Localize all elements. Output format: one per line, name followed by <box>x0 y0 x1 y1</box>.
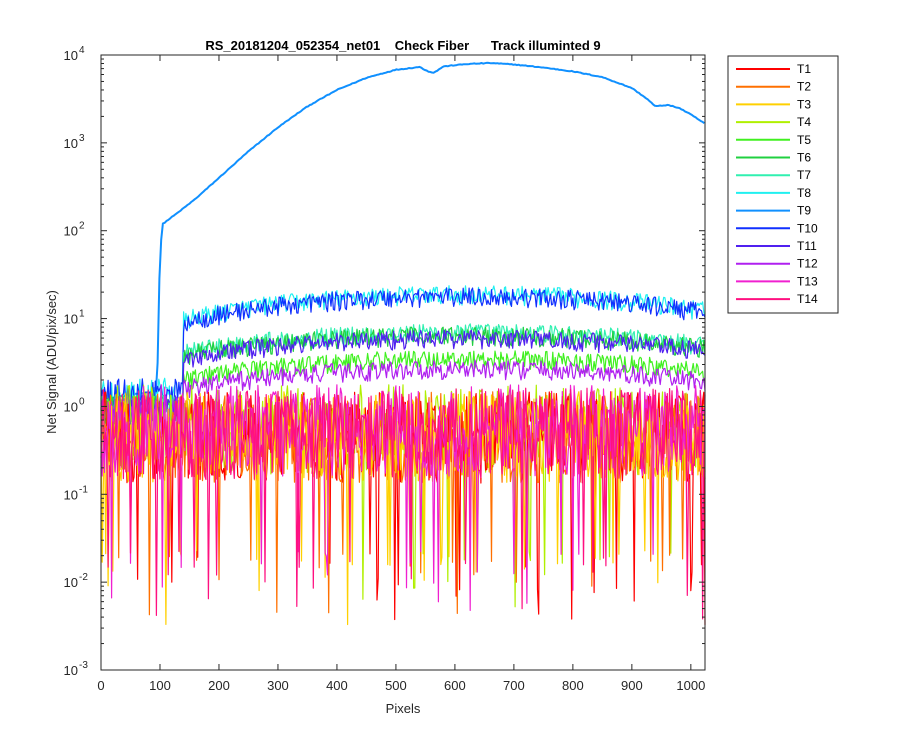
legend-label-t12: T12 <box>797 257 818 271</box>
x-tick-label: 800 <box>562 678 584 693</box>
x-tick-label: 400 <box>326 678 348 693</box>
x-tick-label: 900 <box>621 678 643 693</box>
y-tick-label: 10 <box>64 224 78 239</box>
series-line-t11 <box>100 329 706 431</box>
series-line-t12 <box>100 359 706 429</box>
legend-label-t2: T2 <box>797 80 811 94</box>
y-tick-exponent: -1 <box>79 484 88 495</box>
y-tick-label: 10 <box>64 663 78 678</box>
legend-label-t1: T1 <box>797 62 811 76</box>
y-tick-exponent: 3 <box>79 133 85 144</box>
legend-label-t14: T14 <box>797 292 818 306</box>
x-tick-label: 100 <box>149 678 171 693</box>
y-tick-exponent: -2 <box>79 572 88 583</box>
chart-title: RS_20181204_052354_net01 Check Fiber Tra… <box>205 38 600 53</box>
legend-label-t9: T9 <box>797 204 811 218</box>
series-line-t10 <box>100 287 706 413</box>
ticks-layer: 0 100 200 300 400 500 600 700 800 900 100010-310-2… <box>64 45 706 693</box>
series-layer <box>100 61 706 626</box>
y-tick-exponent: -3 <box>79 660 88 671</box>
y-tick-label: 10 <box>64 312 78 327</box>
plot-frame <box>100 54 706 671</box>
y-tick-label: 10 <box>64 399 78 414</box>
y-tick-label: 10 <box>64 575 78 590</box>
series-line-t13 <box>100 384 706 611</box>
legend-label-t13: T13 <box>797 274 818 288</box>
x-axis-label: Pixels <box>386 701 421 716</box>
legend-box <box>727 55 839 314</box>
series-line-t8 <box>100 285 706 414</box>
x-tick-label: 500 <box>385 678 407 693</box>
x-tick-label: 0 <box>97 678 104 693</box>
y-tick-exponent: 2 <box>79 221 85 232</box>
y-axis-label: Net Signal (ADU/pix/sec) <box>44 290 59 434</box>
legend-label-t3: T3 <box>797 97 811 111</box>
legend: T1 T2 T3 T4 T5 T6 T7 T8 T9 T10 T11 T12 T13 T14 <box>727 55 839 314</box>
y-tick-exponent: 0 <box>79 396 85 407</box>
legend-label-t4: T4 <box>797 115 811 129</box>
legend-label-t7: T7 <box>797 168 811 182</box>
legend-label-t11: T11 <box>797 239 817 253</box>
y-tick-exponent: 1 <box>79 309 85 320</box>
y-tick-label: 10 <box>64 487 78 502</box>
legend-label-t10: T10 <box>797 221 818 235</box>
x-tick-label: 600 <box>444 678 466 693</box>
series-line-t14 <box>100 387 706 620</box>
legend-label-t5: T5 <box>797 133 811 147</box>
legend-label-t6: T6 <box>797 151 811 165</box>
series-line-t5 <box>100 350 706 431</box>
x-tick-label: 700 <box>503 678 525 693</box>
plot-area <box>101 55 705 670</box>
x-tick-label: 200 <box>208 678 230 693</box>
legend-label-t8: T8 <box>797 186 811 200</box>
y-tick-label: 10 <box>64 136 78 151</box>
y-tick-label: 10 <box>64 48 78 63</box>
y-tick-exponent: 4 <box>79 45 85 56</box>
series-line-t9 <box>100 61 705 401</box>
x-tick-label: 300 <box>267 678 289 693</box>
x-tick-label: 1000 <box>676 678 705 693</box>
